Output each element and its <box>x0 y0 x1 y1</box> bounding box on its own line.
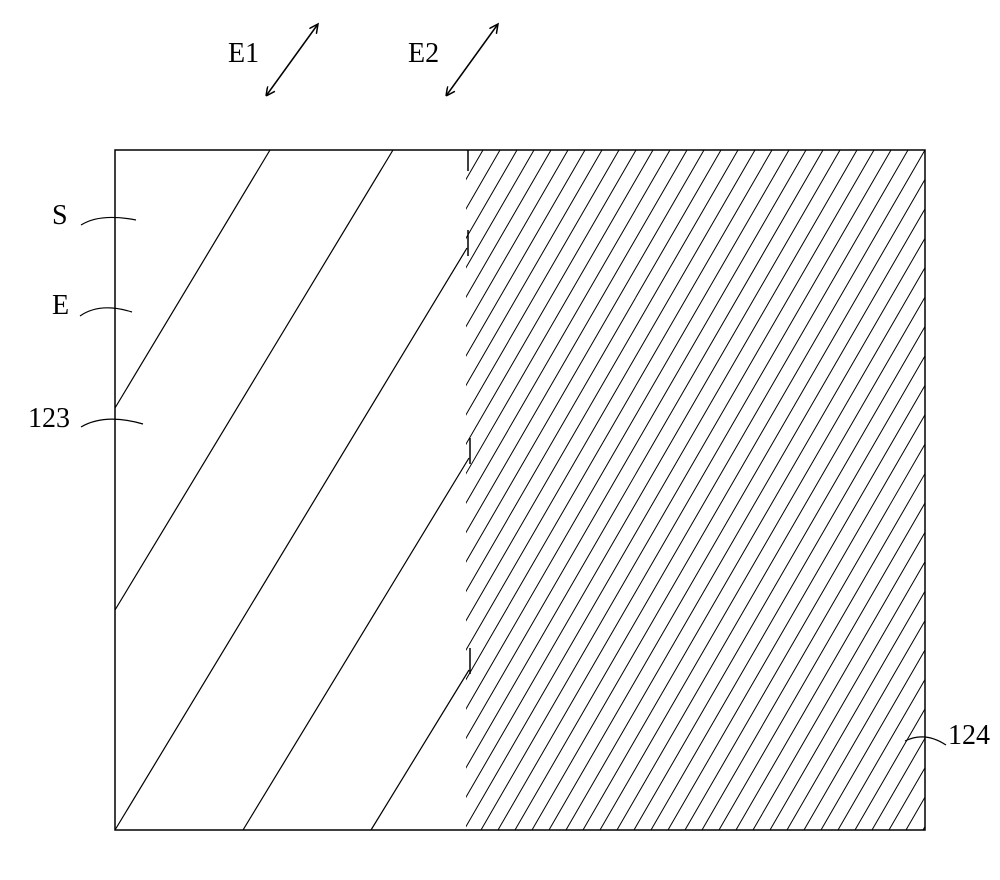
leader-e <box>80 308 132 316</box>
left-diagonals <box>115 150 469 830</box>
label-e: E <box>52 290 69 322</box>
vertical-boundary <box>468 150 470 674</box>
patent-diagram <box>0 0 1000 880</box>
arrow-e1 <box>266 24 318 96</box>
label-123: 123 <box>28 403 70 435</box>
diagram-container: E1 E2 S E 123 124 <box>0 0 1000 880</box>
label-e2: E2 <box>408 38 439 70</box>
arrow-e2 <box>446 24 498 96</box>
outer-box <box>115 150 925 830</box>
label-124: 124 <box>948 720 990 752</box>
label-s: S <box>52 200 68 232</box>
hatched-region <box>73 150 1000 830</box>
label-e1: E1 <box>228 38 259 70</box>
leader-s <box>81 217 136 225</box>
leader-123 <box>81 419 143 427</box>
